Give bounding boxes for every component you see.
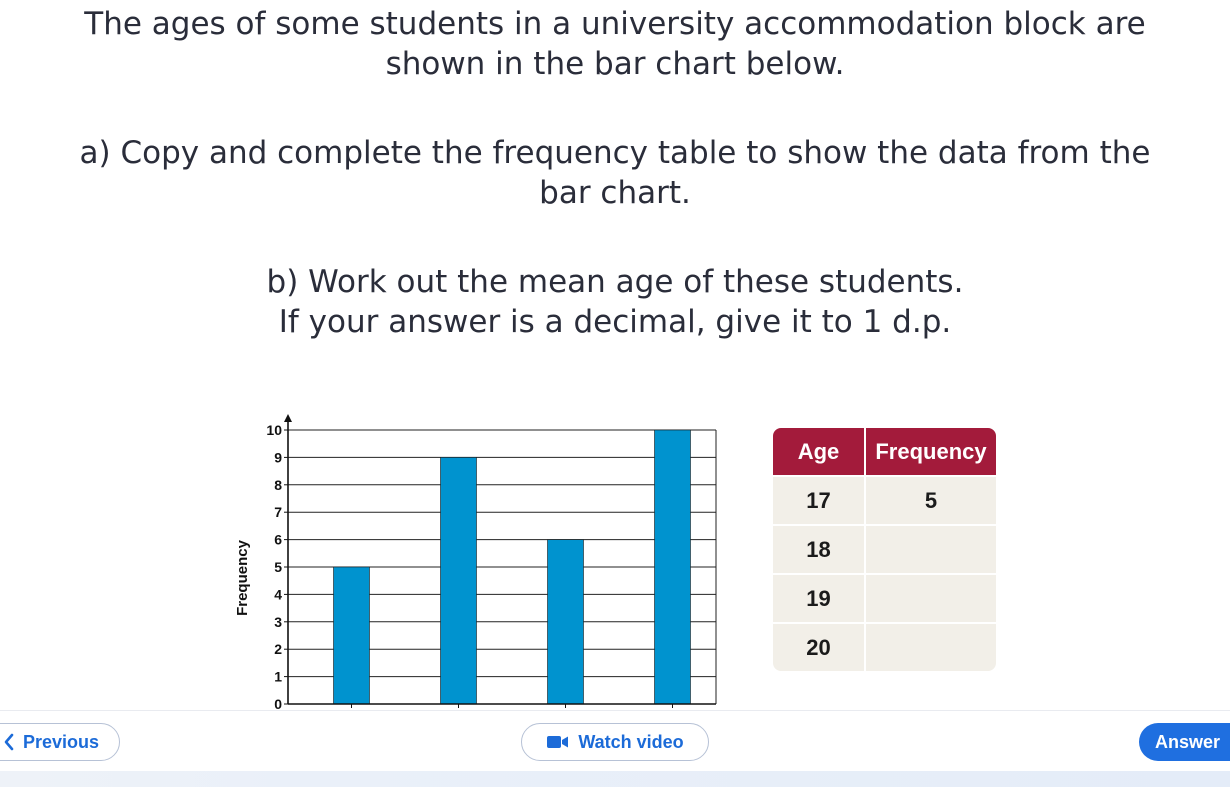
header-age: Age <box>773 428 864 475</box>
footer-band <box>0 771 1230 787</box>
watch-video-button[interactable]: Watch video <box>521 723 709 761</box>
y-tick-label: 1 <box>274 669 282 685</box>
frequency-cell <box>866 526 996 573</box>
bar <box>547 539 584 705</box>
y-axis-arrow <box>284 414 292 422</box>
table-row: 20 <box>773 624 996 671</box>
y-tick-label: 3 <box>274 614 282 630</box>
answer-label: Answer <box>1155 731 1221 752</box>
chart-axes <box>284 414 717 708</box>
y-tick-label: 2 <box>274 641 282 657</box>
header-frequency: Frequency <box>866 428 996 475</box>
bar-chart: 0 1 2 3 4 5 6 7 8 9 10 Frequency <box>234 414 717 712</box>
age-cell: 18 <box>773 526 864 573</box>
y-tick-label: 6 <box>274 532 282 548</box>
y-tick-label: 9 <box>274 449 282 465</box>
watch-video-label: Watch video <box>578 731 684 752</box>
frequency-cell: 5 <box>866 477 996 524</box>
bar <box>440 457 477 705</box>
table-row: 19 <box>773 575 996 622</box>
question-part-a: a) Copy and complete the frequency table… <box>0 133 1230 213</box>
question-line-2: shown in the bar chart below. <box>385 46 845 82</box>
chevron-left-icon <box>4 733 14 751</box>
age-cell: 20 <box>773 624 864 671</box>
part-b-line-2: If your answer is a decimal, give it to … <box>278 304 952 340</box>
part-b-line-1: b) Work out the mean age of these studen… <box>266 264 964 300</box>
question-intro: The ages of some students in a universit… <box>0 4 1230 84</box>
frequency-table: Age Frequency 17 5 18 19 20 <box>773 428 996 671</box>
video-camera-icon <box>547 736 569 748</box>
bar <box>333 566 370 705</box>
age-cell: 19 <box>773 575 864 622</box>
previous-label: Previous <box>23 731 100 752</box>
y-tick-label: 7 <box>274 504 282 520</box>
y-tick-label: 8 <box>274 477 282 493</box>
age-cell: 17 <box>773 477 864 524</box>
table-header-row: Age Frequency <box>773 428 996 475</box>
footer-divider <box>0 710 1230 711</box>
frequency-cell <box>866 575 996 622</box>
y-axis-label: Frequency <box>234 539 251 616</box>
table-row: 17 5 <box>773 477 996 524</box>
bar <box>654 429 691 705</box>
y-tick-label: 10 <box>266 422 282 438</box>
previous-button[interactable]: Previous <box>0 723 120 761</box>
frequency-cell <box>866 624 996 671</box>
chart-y-tick-labels: 0 1 2 3 4 5 6 7 8 9 10 <box>266 422 282 712</box>
answer-button[interactable]: Answer <box>1139 723 1230 761</box>
part-a-line-2: bar chart. <box>539 175 691 211</box>
y-tick-label: 5 <box>274 559 282 575</box>
table-row: 18 <box>773 526 996 573</box>
question-part-b: b) Work out the mean age of these studen… <box>0 262 1230 342</box>
question-line-1: The ages of some students in a universit… <box>84 6 1146 42</box>
part-a-line-1: a) Copy and complete the frequency table… <box>79 135 1151 171</box>
y-tick-label: 0 <box>274 696 282 712</box>
y-tick-label: 4 <box>274 586 282 602</box>
